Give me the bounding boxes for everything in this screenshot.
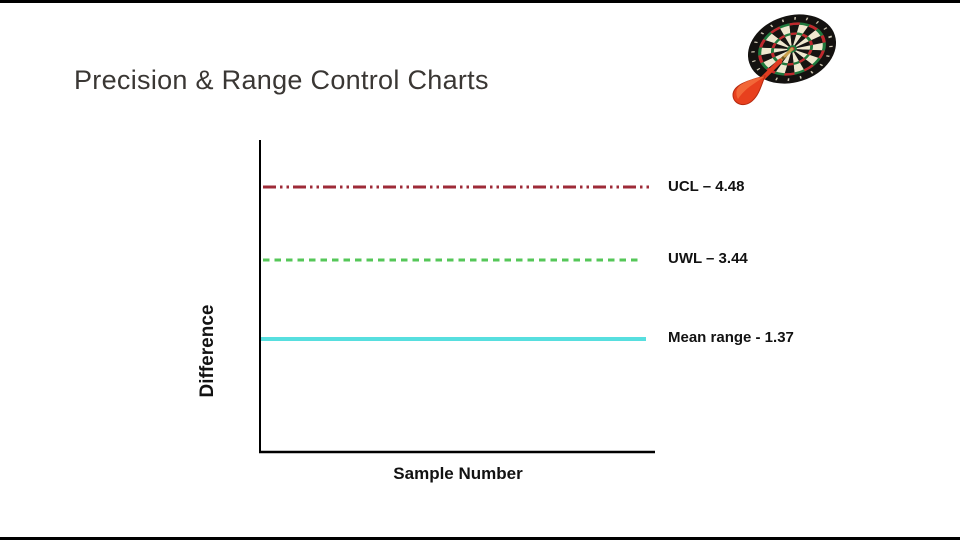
dartboard-graphic: [732, 14, 837, 106]
slide-title: Precision & Range Control Charts: [74, 65, 489, 95]
x-axis-label: Sample Number: [393, 464, 523, 483]
uwl-label: UWL – 3.44: [668, 250, 748, 267]
control-chart-canvas: [259, 140, 655, 454]
dart-icon: [732, 47, 794, 106]
y-axis-label: Difference: [197, 304, 218, 398]
dartboard-image: [696, 7, 838, 125]
mean-range-label: Mean range - 1.37: [668, 329, 794, 346]
ucl-label: UCL – 4.48: [668, 178, 745, 195]
